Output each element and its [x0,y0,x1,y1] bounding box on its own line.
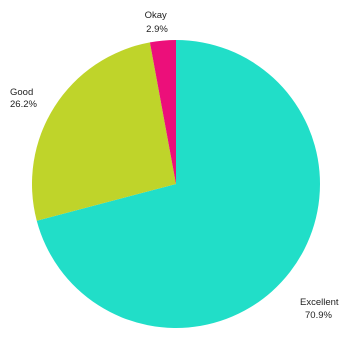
pie-slice-okay [149,40,176,184]
pie-slices [31,40,320,328]
pie-labels: Okay 2.9% Good 26.2% Excellent 70.9% [10,10,341,321]
slice-label-okay: Okay 2.9% [145,10,170,35]
pie-slice-excellent [36,40,320,328]
slice-label-good: Good 26.2% [10,87,37,110]
pie-slice-good [31,42,176,221]
slice-label-excellent: Excellent 70.9% [300,297,341,321]
